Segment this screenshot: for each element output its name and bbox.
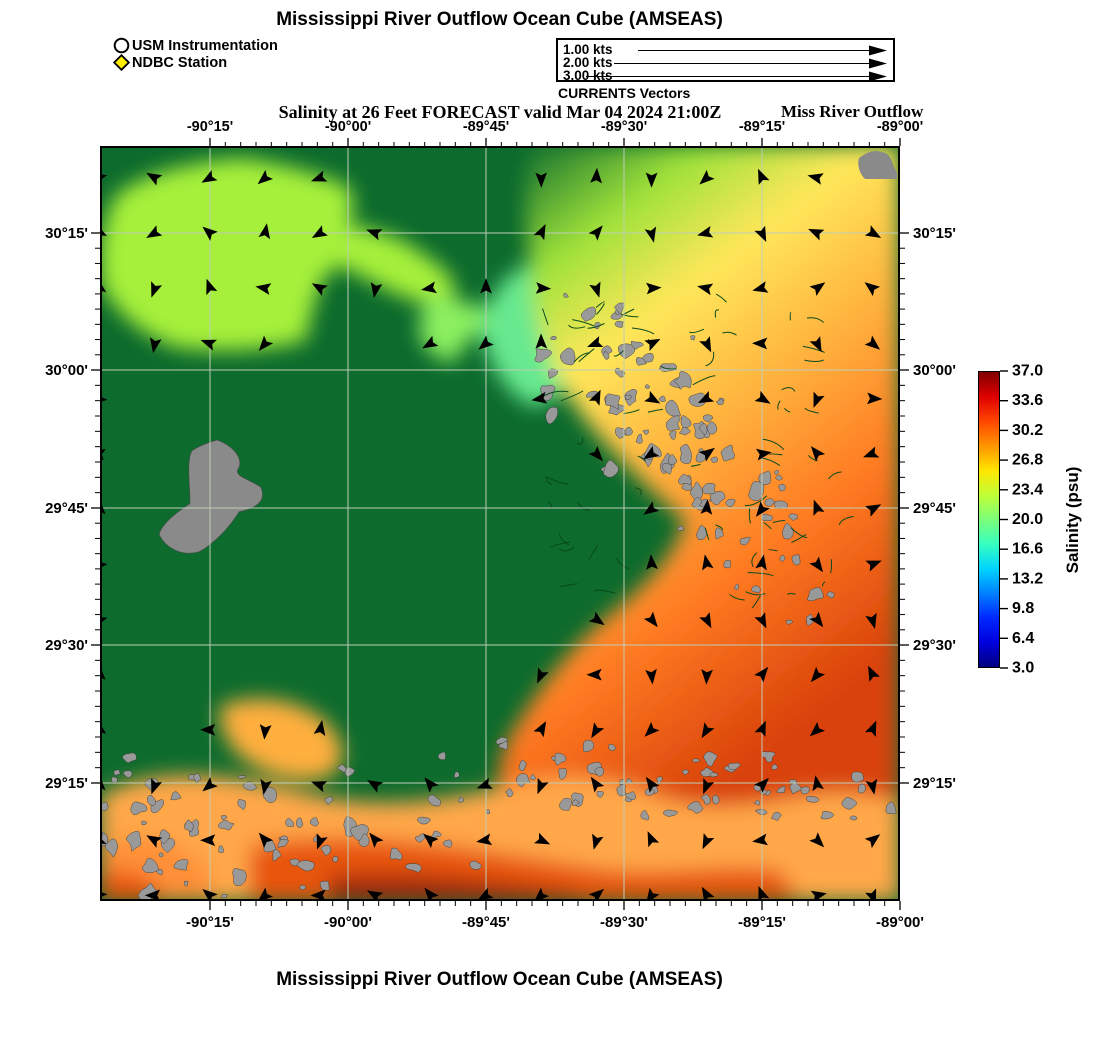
svg-text:-89°45': -89°45' — [462, 914, 510, 931]
svg-text:37.0: 37.0 — [1012, 363, 1043, 380]
svg-text:30°15': 30°15' — [45, 225, 88, 242]
svg-text:29°45': 29°45' — [45, 500, 88, 517]
svg-text:20.0: 20.0 — [1012, 511, 1043, 528]
svg-text:30°15': 30°15' — [913, 225, 956, 242]
svg-text:26.8: 26.8 — [1012, 452, 1043, 469]
svg-text:30°00': 30°00' — [913, 362, 956, 379]
svg-text:29°30': 29°30' — [913, 637, 956, 654]
svg-text:29°15': 29°15' — [913, 775, 956, 792]
svg-text:-89°45': -89°45' — [463, 119, 509, 135]
svg-text:3.0: 3.0 — [1012, 660, 1034, 677]
svg-text:16.6: 16.6 — [1012, 541, 1043, 558]
svg-text:9.8: 9.8 — [1012, 600, 1034, 617]
svg-text:23.4: 23.4 — [1012, 481, 1043, 498]
svg-text:-89°00': -89°00' — [876, 914, 924, 931]
svg-text:-90°00': -90°00' — [324, 914, 372, 931]
svg-text:29°30': 29°30' — [45, 637, 88, 654]
svg-text:33.6: 33.6 — [1012, 392, 1043, 409]
svg-text:-89°00': -89°00' — [877, 119, 923, 135]
svg-text:29°15': 29°15' — [45, 775, 88, 792]
svg-text:-89°15': -89°15' — [739, 119, 785, 135]
svg-text:-90°00': -90°00' — [325, 119, 371, 135]
svg-text:-89°15': -89°15' — [738, 914, 786, 931]
svg-text:3.00 kts: 3.00 kts — [563, 68, 613, 83]
svg-text:6.4: 6.4 — [1012, 630, 1034, 647]
svg-text:13.2: 13.2 — [1012, 570, 1043, 587]
svg-text:-90°15': -90°15' — [187, 119, 233, 135]
svg-text:-89°30': -89°30' — [600, 914, 648, 931]
svg-text:-90°15': -90°15' — [186, 914, 234, 931]
svg-text:-89°30': -89°30' — [601, 119, 647, 135]
svg-text:30°00': 30°00' — [45, 362, 88, 379]
svg-text:29°45': 29°45' — [913, 500, 956, 517]
svg-text:30.2: 30.2 — [1012, 422, 1043, 439]
